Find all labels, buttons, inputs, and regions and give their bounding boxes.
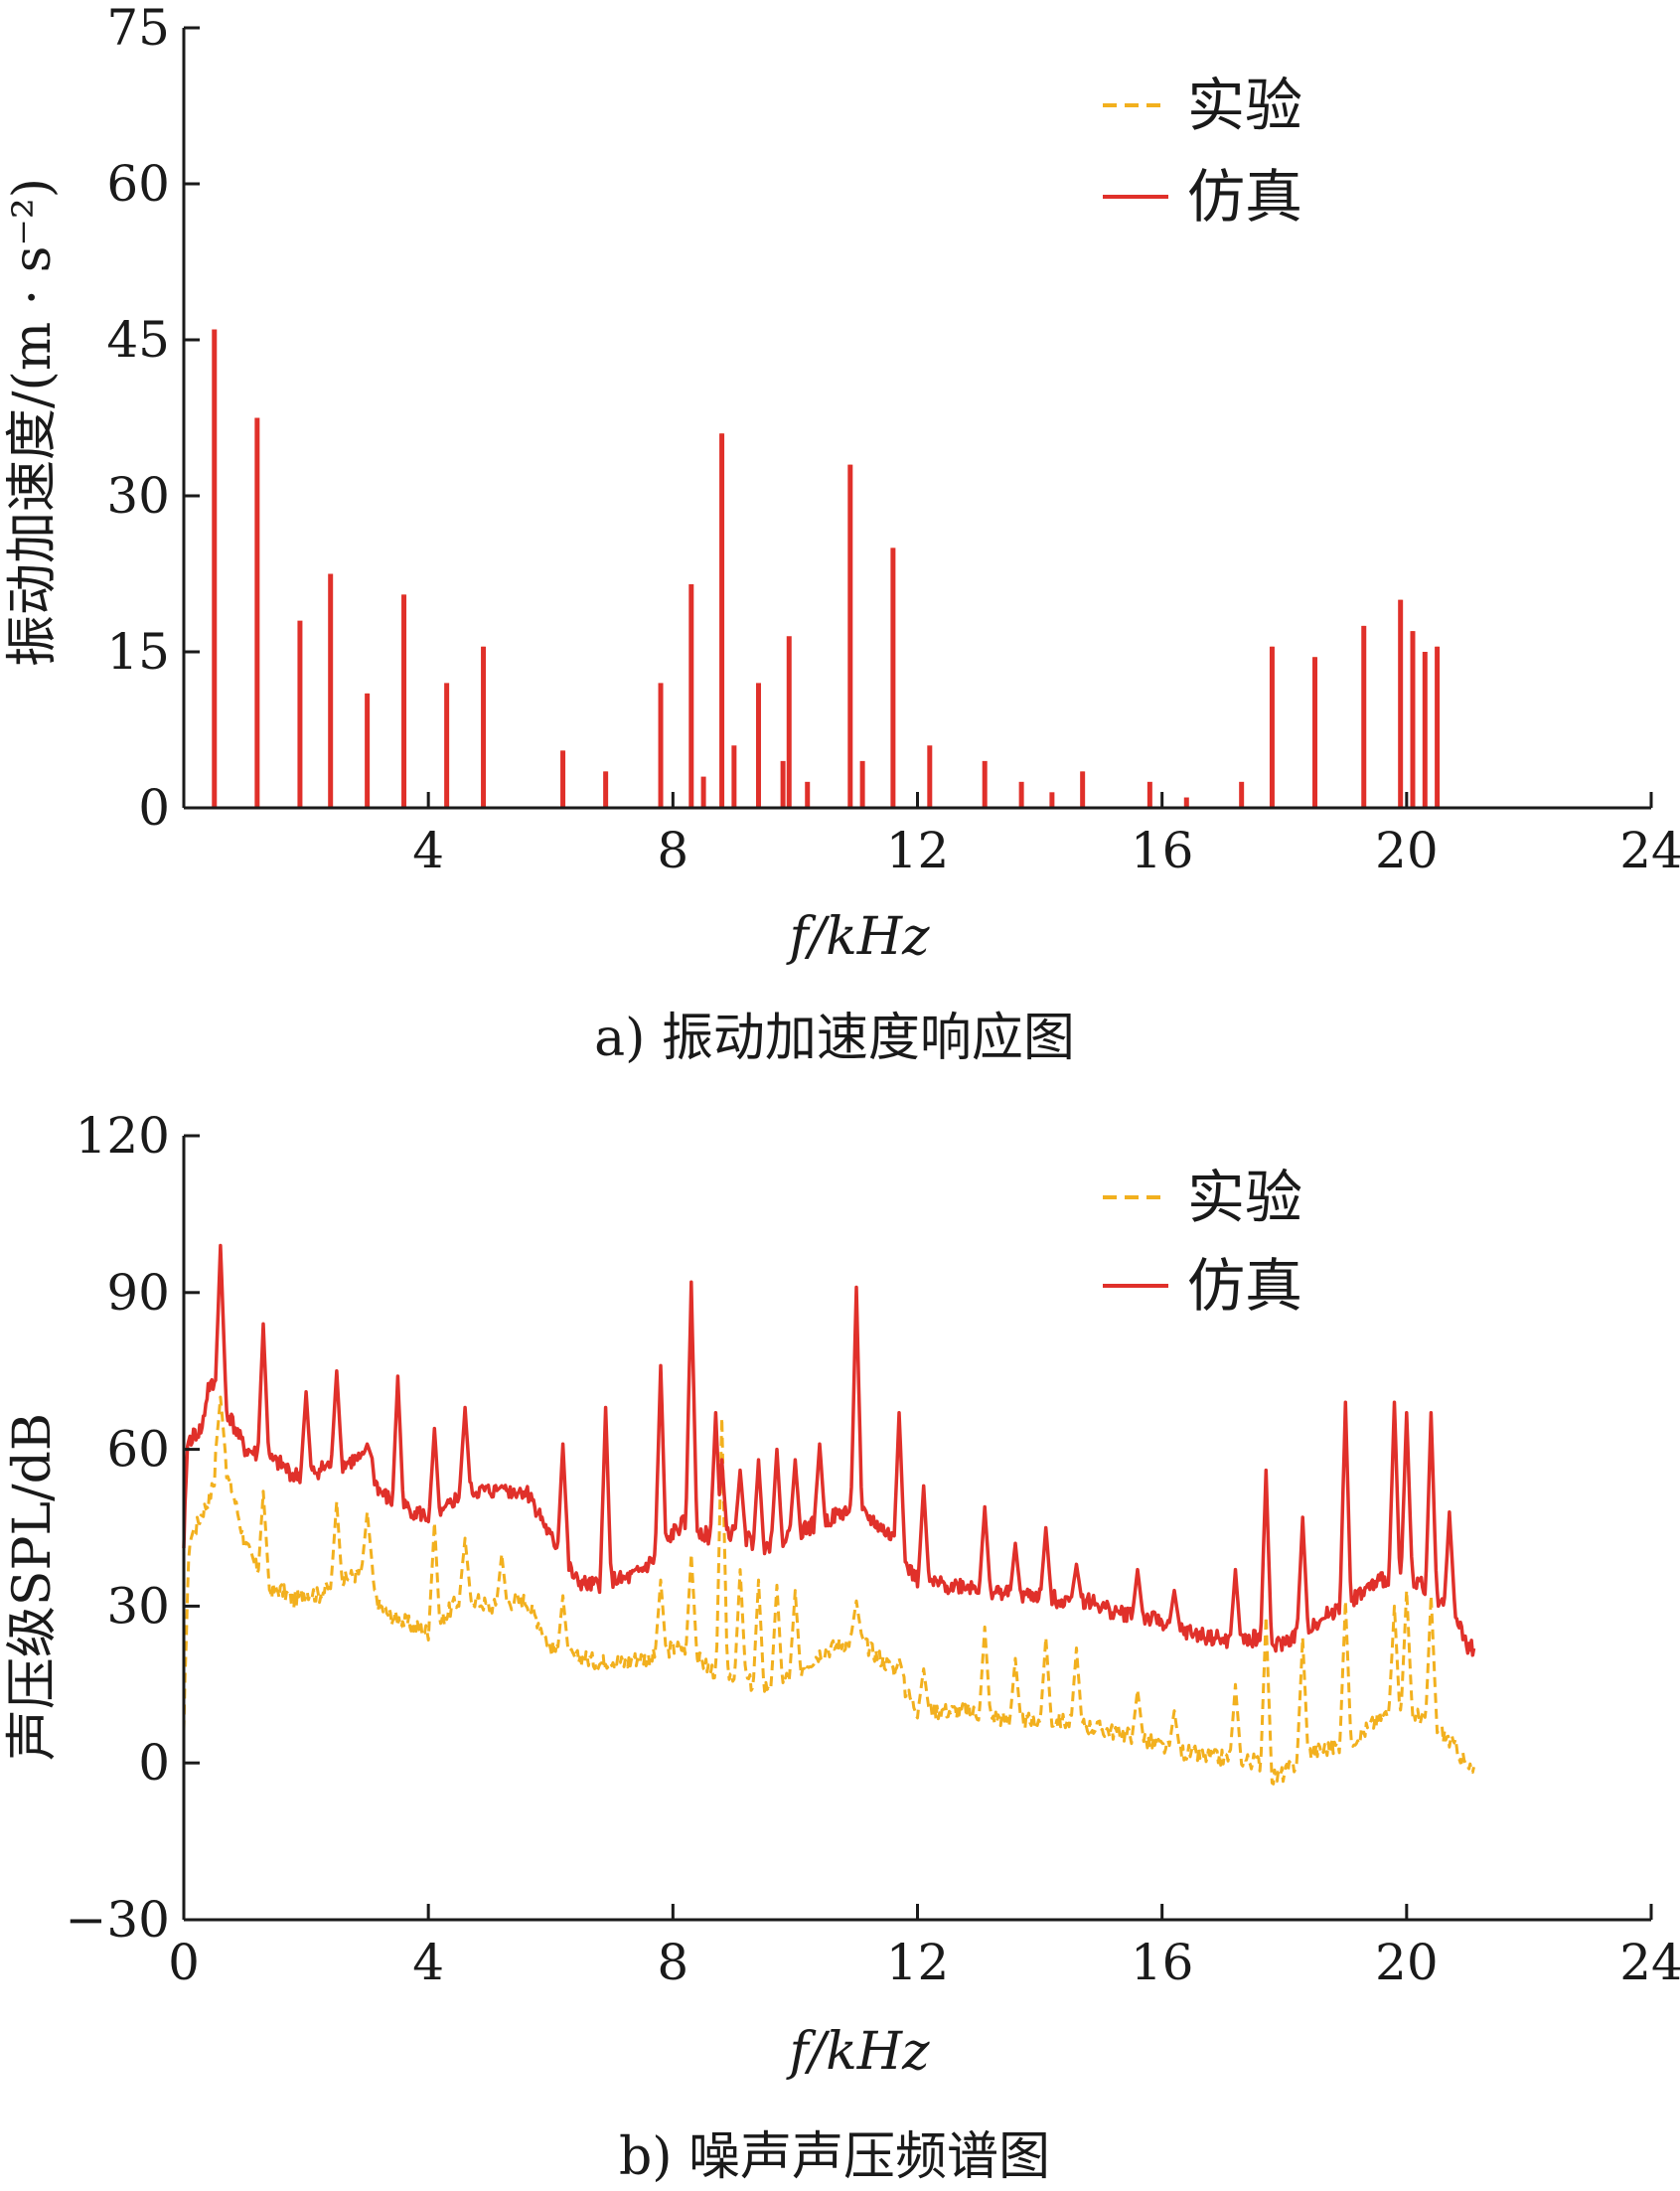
x-tick-label: 20 — [1375, 1934, 1439, 1991]
y-tick-label: 30 — [106, 467, 170, 525]
x-tick-label: 0 — [168, 1934, 200, 1991]
y-tick-label: 75 — [106, 0, 170, 57]
x-tick-label: 16 — [1131, 1934, 1194, 1991]
series-simulation-b — [182, 1243, 1476, 1657]
x-tick-label: 4 — [412, 1934, 444, 1991]
x-axis-label-b: f/kHz — [785, 2022, 930, 2082]
x-tick-label: 4 — [412, 822, 444, 879]
y-tick-label: 0 — [138, 1734, 170, 1792]
caption-b: b) 噪声声压频谱图 — [619, 2127, 1050, 2187]
y-tick-label: 45 — [106, 311, 170, 369]
x-tick-label: 20 — [1375, 822, 1439, 879]
legend-a: 实验 仿真 — [1103, 72, 1302, 231]
x-tick-label: 8 — [657, 1934, 688, 1991]
y-tick-label: 90 — [106, 1264, 170, 1322]
y-tick-label: 30 — [106, 1577, 170, 1635]
series-simulation-a — [212, 329, 1441, 808]
y-axis-label-a: 振动加速度/(m · s⁻²) — [3, 178, 63, 667]
y-tick-label: 15 — [106, 623, 170, 681]
x-ticks-a: 4 8 12 16 20 24 — [412, 792, 1680, 879]
y-tick-label: 60 — [106, 1421, 170, 1479]
series-experiment-a — [213, 329, 1439, 808]
x-ticks-b: 0 4 8 12 16 20 24 — [168, 1904, 1680, 1991]
x-tick-label: 12 — [886, 822, 950, 879]
x-tick-label: 16 — [1131, 822, 1194, 879]
caption-a: a) 振动加速度响应图 — [594, 1009, 1075, 1068]
x-tick-label: 24 — [1619, 1934, 1680, 1991]
y-axis-label-b: 声压级SPL/dB — [3, 1413, 63, 1761]
legend-label-simulation-b: 仿真 — [1187, 1252, 1302, 1320]
legend-b: 实验 仿真 — [1103, 1164, 1302, 1320]
legend-label-experiment-a: 实验 — [1187, 72, 1302, 139]
line-simulation — [182, 1243, 1476, 1657]
y-tick-label: 120 — [76, 1107, 170, 1165]
x-tick-label: 24 — [1619, 822, 1680, 879]
x-tick-label: 8 — [657, 822, 688, 879]
x-axis-label-a: f/kHz — [785, 907, 930, 967]
chart-vibration-acceleration: 0 15 30 45 60 75 4 8 12 16 20 24 f/kHz 振动加速度/(m · … — [3, 0, 1680, 1068]
y-tick-label: 60 — [106, 155, 170, 213]
legend-label-simulation-a: 仿真 — [1187, 163, 1302, 231]
series-experiment-b — [182, 1395, 1475, 1786]
y-tick-label: −30 — [65, 1891, 170, 1949]
x-tick-label: 12 — [886, 1934, 950, 1991]
legend-label-experiment-b: 实验 — [1187, 1164, 1302, 1231]
y-ticks-b: −30 0 30 60 90 120 — [65, 1107, 200, 1949]
y-ticks-a: 0 15 30 45 60 75 — [106, 0, 200, 837]
y-tick-label: 0 — [138, 779, 170, 837]
line-experiment — [182, 1395, 1475, 1786]
